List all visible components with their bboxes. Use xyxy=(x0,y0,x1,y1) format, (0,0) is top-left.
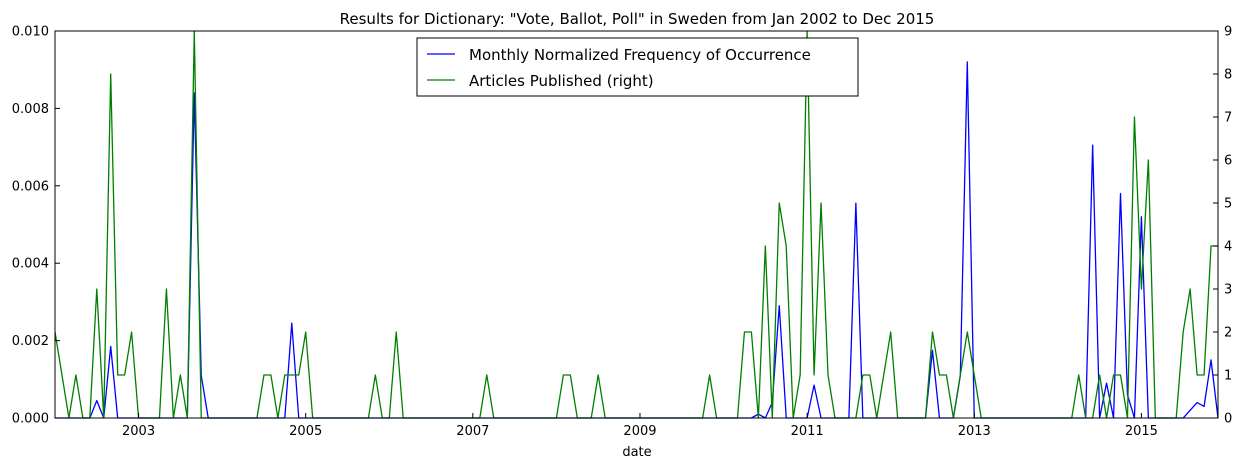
y-tick-label-left: 0.004 xyxy=(12,257,49,272)
y-tick-label-left: 0.008 xyxy=(12,102,49,117)
x-axis-label: date xyxy=(622,445,651,460)
x-tick-label: 2013 xyxy=(958,424,991,439)
y-tick-label-left: 0.010 xyxy=(12,25,49,40)
y-tick-label-left: 0.006 xyxy=(12,179,49,194)
y-tick-label-right: 5 xyxy=(1224,197,1232,212)
y-tick-label-right: 1 xyxy=(1224,369,1232,384)
x-tick-label: 2005 xyxy=(289,424,322,439)
y-tick-label-right: 2 xyxy=(1224,326,1232,341)
plot-frame xyxy=(54,30,1219,419)
legend-box xyxy=(416,37,859,97)
y-tick-label-right: 7 xyxy=(1224,111,1232,126)
x-tick-label: 2011 xyxy=(791,424,824,439)
y-tick-label-right: 3 xyxy=(1224,283,1232,298)
legend-label-articles: Articles Published (right) xyxy=(469,72,654,90)
x-tick-label: 2007 xyxy=(456,424,489,439)
axis-layer: 0.000 0.002 0.004 0.006 0.008 0.010 0 1 2 3 4 5 6 7 8 9… xyxy=(12,25,1233,440)
y-tick-label-right: 6 xyxy=(1224,154,1232,169)
chart-title: Results for Dictionary: "Vote, Ballot, P… xyxy=(340,10,935,28)
y-tick-label-right: 4 xyxy=(1224,240,1232,255)
y-tick-label-right: 8 xyxy=(1224,68,1232,83)
x-tick-label: 2015 xyxy=(1125,424,1158,439)
y-tick-label-right: 0 xyxy=(1224,412,1232,427)
y-tick-label-right: 9 xyxy=(1224,25,1232,40)
x-tick-label: 2009 xyxy=(623,424,656,439)
y-tick-label-left: 0.000 xyxy=(12,412,49,427)
x-tick-label: 2003 xyxy=(122,424,155,439)
y-tick-label-left: 0.002 xyxy=(12,334,49,349)
legend: Monthly Normalized Frequency of Occurren… xyxy=(416,37,859,97)
legend-label-frequency: Monthly Normalized Frequency of Occurren… xyxy=(469,46,811,64)
